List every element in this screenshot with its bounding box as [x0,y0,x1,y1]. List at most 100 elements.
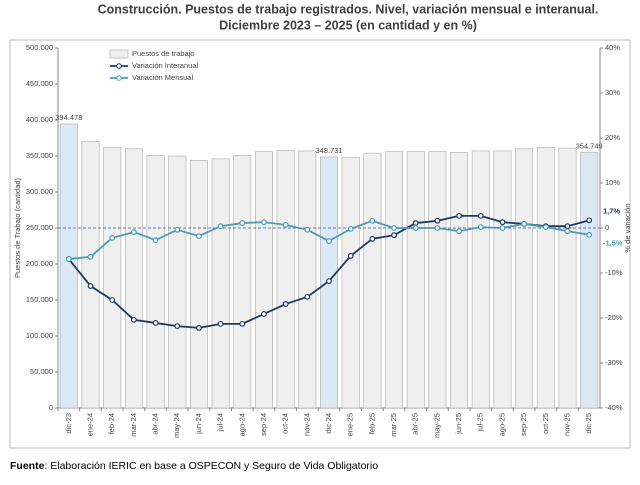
bar [233,154,252,409]
point [174,323,181,330]
chart-subtitle: Diciembre 2023 – 2025 (en cantidad y en … [219,18,477,32]
chart-title: Construcción. Puestos de trabajo registr… [98,2,599,16]
y-tick-label: 400.000 [26,115,53,124]
y2-tick-label: -10% [605,268,623,277]
bar [493,150,512,409]
point [261,311,267,317]
point [304,226,311,233]
point [391,225,397,231]
y-tick-label: 250.000 [26,223,53,232]
bar [406,151,425,409]
y-tick-label: 200.000 [26,259,53,268]
x-tick-label: dic-24 [324,413,333,433]
legend-marker [116,75,122,81]
bar [189,160,208,409]
y2-tick-label: -20% [605,313,623,322]
x-tick-label: oct-25 [541,413,550,434]
point [282,221,289,228]
y-tick-label: 350.000 [26,151,53,160]
bar [341,157,360,409]
bar [580,152,599,409]
y2-axis-label: % de variación [623,203,632,252]
bar [81,141,100,409]
y-tick-label: 50.000 [30,367,53,376]
x-tick-label: ago-25 [497,413,506,436]
point [87,253,94,260]
x-tick-label: sep-24 [259,413,268,436]
y2-tick-label: -40% [605,403,623,412]
y-tick-label: 300.000 [26,187,53,196]
value-label: -1,5% [603,239,623,248]
bar [363,152,382,409]
x-tick-label: ene-25 [346,413,355,436]
point [456,228,462,235]
x-tick-label: mar-24 [129,413,138,437]
bar [254,151,273,409]
legend-label: Variación Mensual [132,73,193,82]
y-tick-label: 0 [49,403,53,412]
point [109,234,116,241]
point [261,219,267,226]
x-tick-label: jun-24 [194,413,203,435]
bar [428,151,447,409]
footer-label: Fuente [10,460,45,472]
bar [124,148,143,409]
point [152,320,159,326]
point [217,223,224,230]
x-tick-label: nov-24 [302,413,311,436]
bar [471,150,490,409]
footer-text: : Elaboración IERIC en base a OSPECON y … [44,460,378,472]
point [347,252,354,259]
point [434,217,441,224]
point [412,225,419,231]
x-tick-label: dic-23 [64,413,73,433]
footer: Fuente: Elaboración IERIC en base a OSPE… [10,460,378,472]
bar [450,152,469,409]
point [586,231,593,238]
bar [298,150,317,409]
x-tick-label: ene-24 [86,413,95,436]
point [499,219,506,226]
y2-tick-label: 20% [605,133,620,142]
x-tick-label: jun-25 [454,413,463,435]
bar [211,158,230,409]
y-tick-label: 100.000 [26,331,53,340]
point [196,325,202,331]
point [542,224,549,231]
bar [385,151,404,409]
point [477,224,484,231]
legend-label: Puestos de trabajo [132,49,195,58]
point [282,301,289,307]
point [347,225,354,232]
chart-border [9,39,631,449]
y2-tick-label: 30% [605,88,620,97]
point [521,221,528,227]
x-tick-label: sep-25 [519,413,528,436]
point [109,297,116,303]
y-axis-label: Puestos de Trabajo (cantidad) [13,177,22,278]
point [326,238,332,244]
bar [103,147,122,409]
x-tick-label: jul-24 [216,413,225,432]
point [239,220,246,226]
x-tick-label: may-25 [432,413,441,438]
point [130,316,137,323]
bar [558,147,577,409]
bar [146,154,165,409]
y-tick-label: 150.000 [26,295,53,304]
legend-label: Variación Interanual [132,61,198,70]
y2-tick-label: 0 [605,223,609,232]
bar [168,155,187,409]
point [217,320,224,327]
x-tick-label: may-24 [172,413,181,438]
bar [515,148,534,409]
point [391,232,397,239]
x-tick-label: jul-25 [476,413,485,432]
value-label: 354.749 [576,142,603,151]
point [564,228,571,235]
point [369,217,376,224]
y2-tick-label: 40% [605,43,620,52]
x-tick-label: feb-24 [107,413,116,434]
